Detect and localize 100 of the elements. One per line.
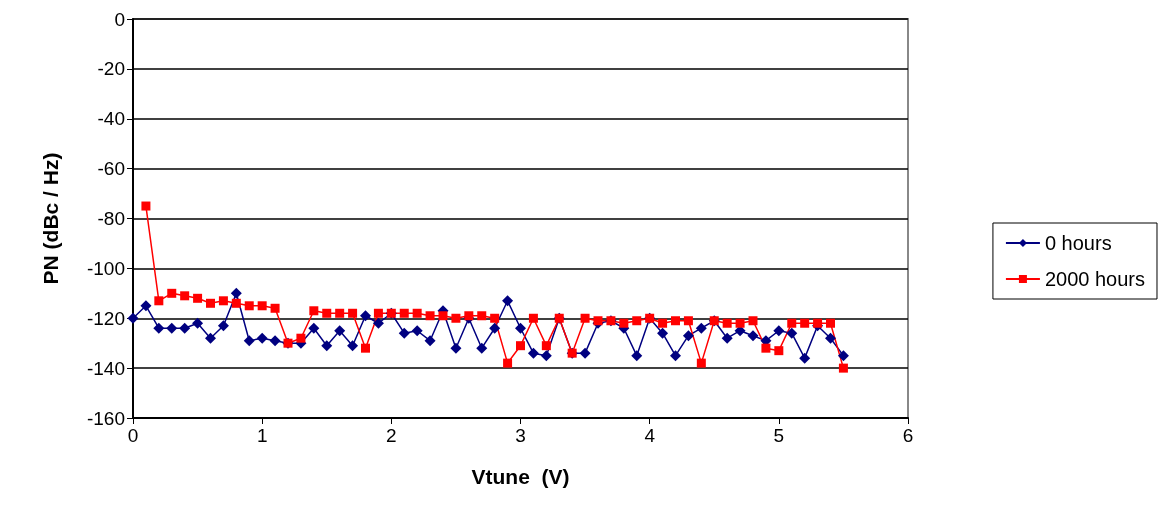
point [334, 325, 346, 337]
point [826, 318, 835, 328]
point [580, 313, 590, 323]
y-tick-label: -140 [86, 357, 125, 379]
point [309, 306, 319, 316]
point [683, 316, 693, 326]
y-tick-label: -80 [97, 208, 125, 229]
point [502, 295, 514, 307]
point [398, 327, 410, 339]
x-tick-label: 3 [515, 425, 526, 446]
y-tick-label: -40 [97, 108, 125, 130]
x-tick-label: 1 [256, 425, 268, 446]
point [503, 358, 513, 368]
point [516, 341, 525, 351]
point [631, 350, 643, 362]
point [140, 300, 152, 312]
point [141, 201, 151, 211]
y-tick-label: -160 [86, 407, 125, 429]
point [256, 332, 268, 344]
point [154, 296, 164, 306]
point [721, 332, 733, 344]
point [192, 317, 204, 329]
point [490, 313, 500, 323]
point [579, 347, 591, 359]
point [748, 316, 758, 326]
point [322, 308, 332, 318]
point [230, 287, 242, 299]
x-tick-label: 6 [902, 425, 914, 446]
point [348, 308, 358, 318]
point [451, 313, 461, 323]
point [696, 358, 706, 368]
point [682, 330, 694, 342]
x-tick-label: 5 [773, 425, 785, 446]
point [166, 322, 178, 334]
point [269, 335, 281, 347]
point [787, 318, 797, 328]
point [218, 296, 228, 306]
point [515, 322, 526, 334]
point [412, 308, 422, 318]
point [205, 332, 216, 344]
y-tick-label: -100 [86, 257, 125, 279]
point [450, 342, 462, 354]
legend-label: 0 hours [1044, 232, 1112, 254]
point [658, 318, 668, 328]
point [411, 325, 423, 337]
point [270, 303, 280, 313]
point [373, 308, 383, 318]
point [813, 318, 823, 328]
point [180, 291, 190, 301]
point [347, 340, 359, 352]
point [193, 293, 203, 303]
point [489, 322, 501, 334]
point [527, 347, 539, 359]
point [206, 298, 215, 308]
point [424, 335, 436, 347]
point [372, 317, 384, 329]
point [541, 341, 551, 351]
point [774, 346, 784, 356]
point [217, 320, 229, 332]
point [361, 343, 370, 353]
point [167, 288, 177, 298]
point [360, 310, 371, 322]
point [296, 333, 306, 343]
point [321, 340, 333, 352]
y-tick-label: -60 [97, 158, 125, 180]
legend-label: 2000 hours [1044, 268, 1145, 290]
point [243, 335, 255, 347]
point [179, 322, 191, 334]
point [747, 330, 759, 342]
y-tick-label: -120 [86, 307, 125, 329]
point [438, 311, 448, 321]
point [657, 327, 669, 339]
point [670, 350, 681, 362]
point [244, 301, 254, 311]
y-tick-label: 0 [114, 8, 125, 30]
point [477, 311, 487, 321]
x-tick-label: 4 [644, 425, 656, 446]
point [257, 301, 267, 311]
point [671, 316, 680, 326]
y-tick-label: -20 [97, 58, 125, 80]
point [722, 318, 732, 328]
point [308, 322, 320, 334]
point [153, 322, 165, 334]
point [786, 327, 798, 339]
point [838, 363, 848, 373]
point [425, 311, 435, 321]
point [619, 318, 629, 328]
point [231, 298, 241, 308]
x-axis-title: Vtune (V) [471, 465, 570, 488]
point [761, 343, 771, 353]
point [695, 322, 707, 334]
point [800, 318, 810, 328]
point [540, 350, 552, 362]
point [476, 342, 488, 354]
x-tick-label: 2 [386, 425, 397, 446]
point [632, 316, 642, 326]
point [837, 350, 849, 362]
point [825, 332, 836, 344]
point [735, 318, 745, 328]
point [399, 308, 409, 318]
